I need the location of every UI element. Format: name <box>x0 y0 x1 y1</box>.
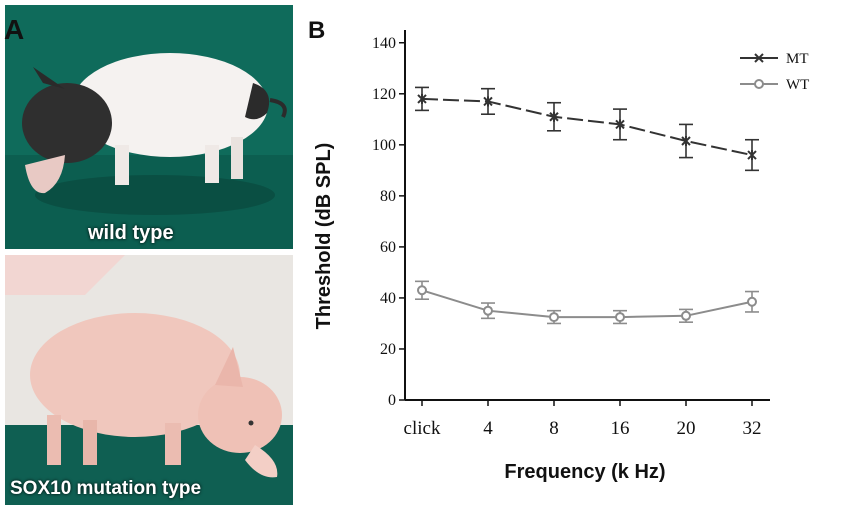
axes <box>404 30 770 401</box>
data-point-wt <box>681 310 691 321</box>
data-point-mt <box>681 136 691 146</box>
mutation-type-caption: SOX10 mutation type <box>10 478 202 499</box>
legend-label-wt: WT <box>786 77 809 93</box>
y-tick-label: 20 <box>380 341 396 358</box>
panel-a: A wild type SOX10 mutation type <box>0 0 300 510</box>
x-tick-label: 8 <box>549 418 559 439</box>
wild-type-pig-illustration <box>5 5 293 249</box>
y-tick-label: 120 <box>372 86 396 103</box>
star-stroke <box>754 53 764 63</box>
y-tick-label: 100 <box>372 137 396 154</box>
mutation-pig-illustration <box>5 255 293 505</box>
y-tick-label: 60 <box>380 239 396 256</box>
series-line-wt <box>421 289 753 319</box>
panel-a-letter: A <box>4 14 25 45</box>
y-tick-label: 140 <box>372 35 396 52</box>
legend: MT WT <box>740 51 809 93</box>
data-point-wt <box>483 305 493 316</box>
data-point-wt <box>417 285 427 296</box>
series-group <box>415 86 759 325</box>
legend-marker-wt <box>754 79 764 89</box>
data-point-mt <box>747 150 757 161</box>
data-point-mt <box>549 111 559 122</box>
y-tick-label: 80 <box>380 188 396 205</box>
x-tick-label: 20 <box>677 418 696 439</box>
data-point-mt <box>615 119 625 130</box>
x-ticks: click 4 8 16 20 32 <box>404 400 762 439</box>
y-ticks: 0 20 40 60 80 100 120 140 <box>372 35 405 409</box>
threshold-chart: B 0 20 40 60 80 100 120 140 click 4 8 16 20 32 Frequ… <box>308 17 809 483</box>
sox10-mutation-pig-photo <box>5 255 293 505</box>
legend-marker-mt <box>754 53 764 63</box>
panel-b-letter: B <box>308 17 325 44</box>
legend-label-mt: MT <box>786 51 809 67</box>
y-axis-label: Threshold (dB SPL) <box>313 143 335 330</box>
data-point-wt <box>615 312 625 323</box>
x-tick-label: 16 <box>611 418 630 439</box>
data-point-wt <box>747 296 757 307</box>
data-point-mt <box>417 93 427 104</box>
y-tick-label: 0 <box>388 392 396 409</box>
x-axis-label: Frequency (k Hz) <box>504 461 665 483</box>
wild-type-caption: wild type <box>88 222 174 244</box>
x-tick-label: 4 <box>483 418 493 439</box>
series-line-mt <box>421 97 753 157</box>
x-tick-label: click <box>404 418 441 439</box>
x-tick-label: 32 <box>743 418 762 439</box>
y-tick-label: 40 <box>380 290 396 307</box>
data-point-wt <box>549 312 559 323</box>
data-point-mt <box>483 96 493 107</box>
wild-type-pig-photo <box>5 5 293 249</box>
